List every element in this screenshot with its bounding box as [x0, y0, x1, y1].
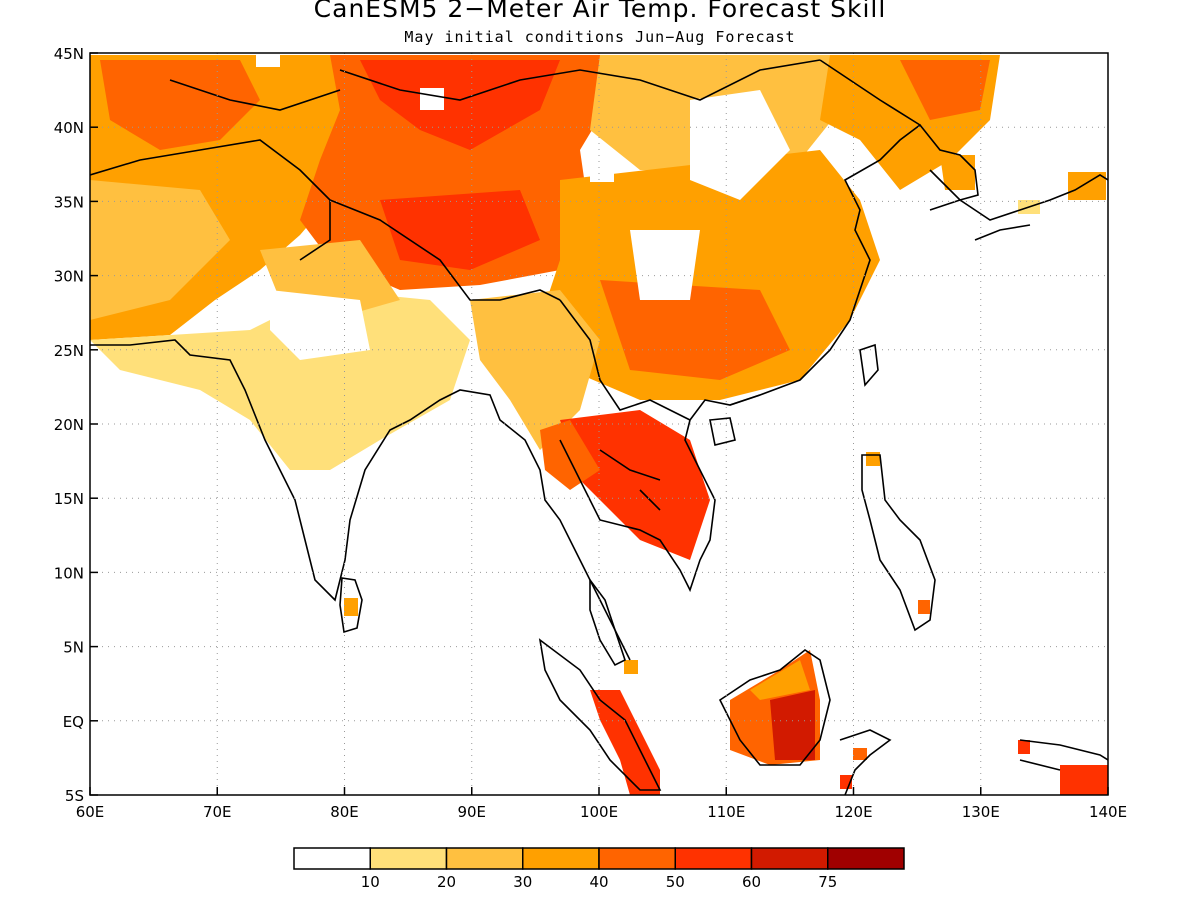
- colorbar-swatch: [674, 847, 753, 870]
- coastline-taiwan: [859, 343, 879, 387]
- skill-region-south-china-high: [600, 280, 790, 380]
- skill-region-new-guinea-west: [1018, 740, 1030, 754]
- coastline-sumatra: [538, 638, 662, 791]
- colorbar-label: 20: [437, 873, 456, 891]
- colorbar-label: 10: [361, 873, 380, 891]
- coastline-hainan: [709, 417, 736, 446]
- y-tick-label: EQ: [63, 713, 84, 731]
- coastline-malaya: [589, 577, 626, 667]
- y-tick-label: 25N: [54, 342, 84, 360]
- y-tick-label: 30N: [54, 268, 84, 286]
- x-tick-label: 100E: [580, 803, 618, 821]
- coastline-philippines: [861, 454, 936, 632]
- skill-region-borneo-core: [770, 690, 815, 760]
- colorbar-label: 40: [589, 873, 608, 891]
- skill-region-myanmar: [470, 290, 600, 450]
- skill-region-white-2: [256, 53, 280, 67]
- x-tick-label: 80E: [330, 803, 359, 821]
- y-tick-label: 10N: [54, 564, 84, 582]
- skill-region-japan: [1068, 172, 1106, 200]
- skill-region-sumatra-north: [624, 660, 638, 674]
- skill-region-sulawesi: [853, 748, 867, 760]
- skill-region-sri-lanka: [344, 598, 358, 616]
- x-axis: 60E 70E 80E 90E 100E 110E 120E 130E 140E: [76, 787, 1127, 821]
- map-subtitle: May initial conditions Jun−Aug Forecast: [404, 28, 796, 46]
- coastline-japan: [929, 174, 1108, 241]
- coastline-sri-lanka: [339, 577, 363, 634]
- skill-region-white-3: [590, 158, 614, 182]
- skill-region-tibet-core: [380, 190, 540, 270]
- y-tick-label: 5S: [65, 787, 84, 805]
- skill-region-north-india: [90, 290, 470, 470]
- skill-region-mindanao: [918, 600, 930, 614]
- border-china-north: [339, 59, 921, 126]
- skill-region-india-white: [270, 290, 370, 360]
- x-tick-label: 120E: [834, 803, 872, 821]
- x-tick-label: 90E: [457, 803, 486, 821]
- skill-region-manchuria-high: [900, 60, 990, 120]
- skill-region-white-1: [420, 88, 444, 110]
- colorbar-swatch: [750, 847, 829, 870]
- x-tick-label: 60E: [76, 803, 105, 821]
- skill-region-sumatra: [590, 690, 660, 795]
- skill-region-central-asia-high: [100, 60, 260, 150]
- skill-region-borneo-north: [750, 660, 810, 700]
- colorbar-swatch: [598, 847, 676, 870]
- y-axis: 5S EQ 5N 10N 15N 20N 25N 30N 35N 40N 45N: [54, 45, 98, 805]
- skill-region-new-guinea: [1060, 765, 1108, 795]
- x-tick-label: 110E: [707, 803, 745, 821]
- x-tick-label: 70E: [203, 803, 232, 821]
- coastline-indochina: [559, 394, 761, 593]
- y-tick-label: 40N: [54, 119, 84, 137]
- colorbar-swatch: [293, 847, 371, 870]
- y-tick-label: 35N: [54, 193, 84, 211]
- skill-region-indochina-edge: [540, 420, 600, 490]
- skill-region-korea: [940, 155, 975, 190]
- colorbar: 10 20 30 40 50 60 75: [293, 847, 905, 891]
- skill-region-central-china-weak: [630, 230, 700, 300]
- colorbar-swatch: [827, 847, 905, 870]
- coastline-borneo: [718, 649, 831, 766]
- colorbar-label: 50: [666, 873, 685, 891]
- coastline-new-guinea: [1019, 739, 1108, 771]
- y-tick-label: 15N: [54, 490, 84, 508]
- skill-region-white-4: [690, 90, 790, 200]
- skill-region-indochina: [560, 410, 710, 560]
- coastline-china: [729, 123, 979, 406]
- y-tick-label: 45N: [54, 45, 84, 63]
- y-tick-label: 20N: [54, 416, 84, 434]
- skill-region-iran: [90, 180, 230, 320]
- colorbar-swatch: [445, 847, 524, 870]
- x-tick-label: 140E: [1089, 803, 1127, 821]
- map-title: CanESM5 2−Meter Air Temp. Forecast Skill: [313, 0, 887, 23]
- grid-lines: [90, 53, 1108, 795]
- colorbar-label: 60: [742, 873, 761, 891]
- border-indochina: [559, 299, 691, 511]
- y-tick-label: 5N: [63, 639, 84, 657]
- colorbar-label: 75: [818, 873, 837, 891]
- colorbar-label: 30: [513, 873, 532, 891]
- coastline-south-asia: [90, 339, 631, 661]
- coastline-sulawesi: [839, 729, 892, 795]
- skill-region-luzon: [866, 452, 880, 466]
- coastlines: [90, 59, 1108, 795]
- colorbar-swatch: [369, 847, 448, 870]
- border-central-asia: [90, 79, 561, 301]
- x-tick-label: 130E: [962, 803, 1000, 821]
- colorbar-swatch: [522, 847, 600, 870]
